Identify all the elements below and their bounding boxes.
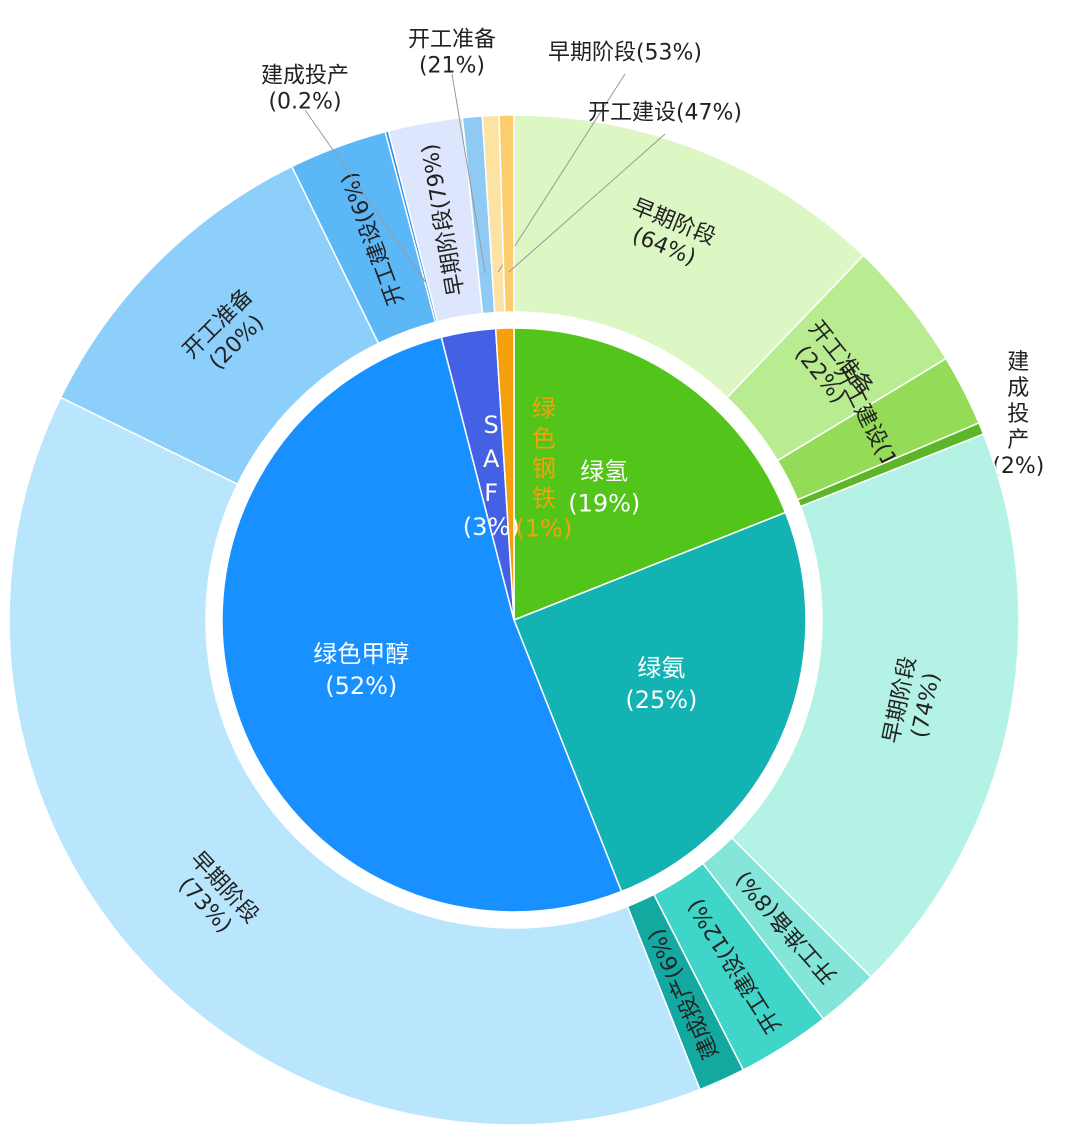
outer-label-hydrogen-3: 建成投产(2%) <box>992 350 1044 479</box>
inner-slice-hydrogen <box>513 327 787 622</box>
inner-label-ammonia: 绿氨(25%) <box>625 654 697 714</box>
inner-slice-methanol <box>221 336 623 913</box>
outer-slice-ammonia-0 <box>730 433 1020 979</box>
leader-line-steel-0 <box>497 73 626 273</box>
leader-line-methanol-3 <box>304 109 427 284</box>
outer-label-methanol-3: 建成投产(0.2%) <box>261 64 349 115</box>
outer-label-saf-1: 开工准备(21%) <box>408 28 496 79</box>
leader-line-saf-1 <box>451 73 486 274</box>
inner-slice-steel <box>494 327 515 621</box>
inner-slice-ammonia <box>513 511 807 893</box>
outer-slice-methanol-0 <box>8 396 701 1126</box>
outer-label-steel-1: 开工建设(47%) <box>588 101 742 126</box>
outer-slice-steel-1 <box>498 114 515 313</box>
outer-label-steel-0: 早期阶段(53%) <box>548 41 702 66</box>
inner-label-hydrogen: 绿氢(19%) <box>568 458 640 518</box>
inner-label-methanol: 绿色甲醇(52%) <box>313 640 409 700</box>
inner-label-steel: 绿色钢铁(1%) <box>515 395 572 543</box>
leader-line-steel-1 <box>508 133 666 273</box>
